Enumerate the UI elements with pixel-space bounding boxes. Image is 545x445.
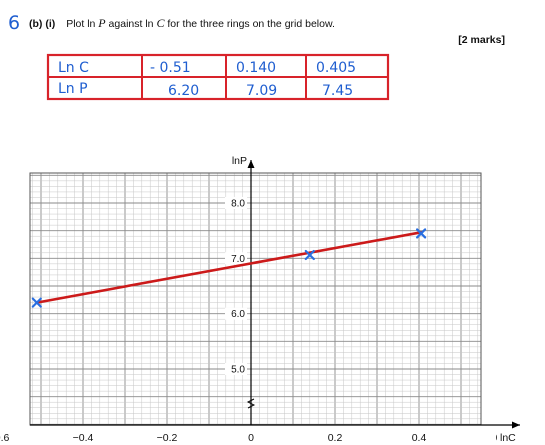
x-tick-label: 0 — [248, 432, 254, 444]
y-tick-label: 6.0 — [231, 309, 245, 320]
y-tick-label: 8.0 — [231, 199, 245, 210]
y-tick-label-bg — [225, 307, 247, 320]
table-cell: 0.405 — [316, 60, 356, 76]
question-var-p: P — [98, 16, 106, 30]
x-tick-label: 0.4 — [412, 432, 427, 444]
table-cell: - 0.51 — [150, 60, 191, 76]
data-table: Ln C - 0.51 0.140 0.405 Ln P 6.20 7.09 7… — [46, 53, 390, 101]
x-axis-label: lnC — [500, 432, 516, 444]
question-text-b: against ln — [105, 18, 157, 30]
x-tick-label: −0.6 — [0, 432, 10, 444]
question-text-c: for the three rings on the grid below. — [164, 18, 335, 30]
x-tick-label: −0.2 — [157, 432, 178, 444]
y-axis-arrow — [247, 160, 255, 168]
table-cell: 0.140 — [236, 60, 276, 76]
table-row-label: Ln P — [58, 81, 88, 97]
graph-marks — [31, 228, 427, 308]
y-tick-label-bg — [225, 363, 247, 375]
table-row-label: Ln C — [58, 60, 89, 76]
x-axis-label-bg — [497, 431, 527, 444]
data-point — [31, 297, 42, 308]
grid-border — [29, 172, 482, 426]
question-part: (b) (i) — [29, 18, 56, 30]
question-text-a: Plot ln — [66, 18, 99, 30]
table-cell: 7.45 — [322, 83, 353, 99]
question-number: 6 — [8, 12, 21, 34]
data-point-stroke — [416, 228, 427, 239]
y-axis-label: lnP — [232, 155, 247, 167]
marks-label: [2 marks] — [458, 34, 505, 46]
data-point-stroke — [31, 297, 42, 308]
question-header: 6 (b) (i) Plot ln P against ln C for the… — [8, 12, 335, 34]
data-point — [304, 249, 315, 261]
x-tick-label: 0.2 — [328, 432, 343, 444]
data-point-stroke — [304, 249, 315, 261]
best-fit-line — [35, 231, 423, 304]
y-tick-label-bg — [225, 197, 247, 209]
axis-break — [246, 398, 256, 409]
y-tick-label-bg — [225, 252, 247, 265]
question-var-c: C — [156, 16, 165, 30]
graph-grid — [29, 172, 482, 426]
y-tick-label: 7.0 — [231, 254, 245, 265]
table-cell: 7.09 — [246, 83, 277, 99]
y-tick-label: 5.0 — [231, 365, 245, 376]
data-point — [416, 228, 427, 239]
table-cell: 6.20 — [168, 83, 199, 99]
x-tick-label: −0.4 — [73, 432, 94, 444]
x-axis-arrow — [512, 421, 520, 429]
